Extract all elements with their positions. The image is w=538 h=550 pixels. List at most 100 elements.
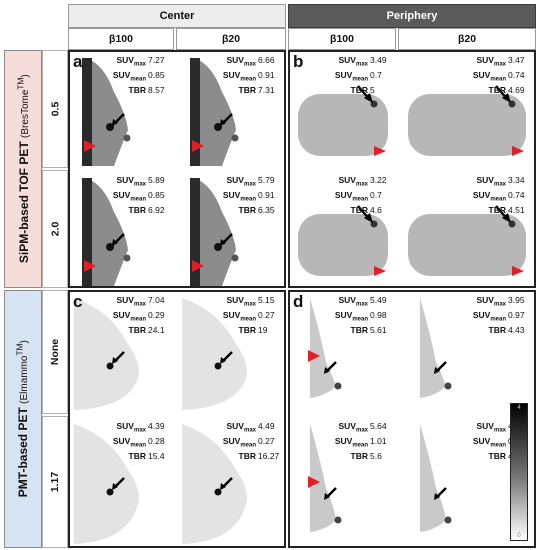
group-pmt-main: PMT-based PET [16,407,31,498]
breast-shape [86,58,128,166]
breast-shape [86,178,128,286]
colorbar-bottom-label: 0 [517,533,521,539]
suv-max: SUVmax 3.22 [338,175,387,188]
marker-icon [308,476,320,488]
tbr: TBR 4.51 [488,205,525,216]
breast-shape [420,424,446,532]
breast-shape [310,298,336,398]
tbr: TBR 4.6 [350,205,382,216]
tbr: TBR 7.31 [238,85,275,96]
breast-shape [408,214,526,276]
image-cell: b SUVmax 3.49 SUVmean 0.7 TBR 5 [290,52,396,166]
suv-mean: SUVmean 0.74 [472,70,525,83]
group-sipm-paren: (BresTome [19,89,31,139]
lesion [214,362,222,370]
suv-mean: SUVmean 0.91 [222,70,275,83]
subheader-center-b100: β100 [68,28,174,50]
pet-image [82,58,131,166]
image-cell: SUVmax 4.49 SUVmean 0.27 TBR 16.27 [178,418,284,546]
suv-max: SUVmax 4.49 [226,421,275,434]
colorbar-top-label: 4 [517,405,521,411]
tbr: TBR 6.92 [128,205,165,216]
image-cell: c SUVmax 7.04 SUVmean 0.29 TBR 24.1 [70,292,174,412]
arrow-head-icon [220,239,226,246]
stats-block: SUVmax 7.04 SUVmean 0.29 TBR 24.1 [113,295,170,336]
arrow-head-icon [434,493,440,500]
image-cell: a SUVmax 7.27 SUVmean 0.85 TBR 8.57 [70,52,174,166]
suv-mean: SUVmean 0.28 [112,436,165,449]
tbr: TBR 4.43 [488,325,525,336]
subheader-periphery-b100: β100 [288,28,396,50]
breast-shape [298,94,388,156]
suv-mean: SUVmean 1.01 [334,436,387,449]
arrow-head-icon [112,357,118,364]
stats-block: SUVmax 3.49 SUVmean 0.7 TBR 5 [335,55,392,96]
stats-block: SUVmax 5.64 SUVmean 1.01 TBR 5.6 [335,421,392,462]
nipple [334,382,342,390]
lesion [106,123,114,131]
tbr: TBR 6.35 [238,205,275,216]
pet-image [308,424,342,532]
nipple [334,516,342,524]
row-label-none: None [42,290,68,414]
row-label-0.5: 0.5 [42,50,68,168]
image-cell: SUVmax 5.64 SUVmean 1.01 TBR 5.6 [290,418,396,546]
marker-icon [512,266,524,276]
stats-block: SUVmax 5.89 SUVmean 0.85 TBR 6.92 [113,175,170,216]
image-cell: d SUVmax 5.49 SUVmean 0.98 TBR 5.61 [290,292,396,412]
stats-block: SUVmax 6.66 SUVmean 0.91 TBR 7.31 [223,55,280,96]
pet-image [298,85,388,156]
group-sipm-tm: TM [15,77,26,90]
breast-shape [310,424,336,532]
group-label-pmt: PMT-based PET (ElmammoTM) [4,290,42,548]
suv-max: SUVmax 5.49 [338,295,387,308]
group-sipm-main: SiPM-based TOF PET [16,141,31,264]
breast-shape [182,424,247,544]
suv-max: SUVmax 5.79 [226,175,275,188]
pet-image [420,424,452,532]
stats-block: SUVmax 3.47 SUVmean 0.74 TBR 4.69 [473,55,530,96]
stats-block: SUVmax 5.49 SUVmean 0.98 TBR 5.61 [335,295,392,336]
image-cell: SUVmax 5.89 SUVmean 0.85 TBR 6.92 [70,172,174,286]
panel-letter: d [293,292,304,311]
pet-image [182,424,247,544]
lesion [106,243,114,251]
nipple [231,134,239,142]
suv-mean: SUVmean 0.74 [472,190,525,203]
nipple [444,382,452,390]
suv-max: SUVmax 5.64 [338,421,387,434]
nipple [231,254,239,262]
nipple [123,134,131,142]
image-cell: SUVmax 3.34 SUVmean 0.74 TBR 4.51 [400,172,534,286]
pet-image [408,205,526,276]
marker-icon [374,266,386,276]
lesion [214,488,222,496]
suv-max: SUVmax 6.66 [226,55,275,68]
pet-image [408,85,526,156]
marker-icon [192,140,204,152]
suv-mean: SUVmean 0.29 [112,310,165,323]
marker-icon [512,146,524,156]
image-cell: SUVmax 6.66 SUVmean 0.91 TBR 7.31 [178,52,284,166]
pet-image [82,178,131,286]
marker-icon [192,260,204,272]
lesion [214,243,222,251]
stats-block: SUVmax 5.79 SUVmean 0.91 TBR 6.35 [223,175,280,216]
marker-icon [84,260,96,272]
arrow-head-icon [502,93,511,103]
arrow-head-icon [112,239,118,246]
image-cell: SUVmax 4.39 SUVmean 0.28 TBR 15.4 [70,418,174,546]
breast-shape [298,214,388,276]
image-cell: SUVmax 3.22 SUVmean 0.7 TBR 4.6 [290,172,396,286]
lesion [106,488,114,496]
image-cell: SUVmax 5.79 SUVmean 0.91 TBR 6.35 [178,172,284,286]
subheader-periphery-b20: β20 [398,28,536,50]
header-periphery: Periphery [288,4,536,28]
stats-block: SUVmax 5.15 SUVmean 0.27 TBR 19 [223,295,280,336]
tbr: TBR 4.69 [488,85,525,96]
stats-block: SUVmax 3.22 SUVmean 0.7 TBR 4.6 [335,175,392,216]
tbr: TBR 5.61 [350,325,387,336]
suv-max: SUVmax 3.49 [338,55,387,68]
stats-block: SUVmax 3.34 SUVmean 0.74 TBR 4.51 [473,175,530,216]
